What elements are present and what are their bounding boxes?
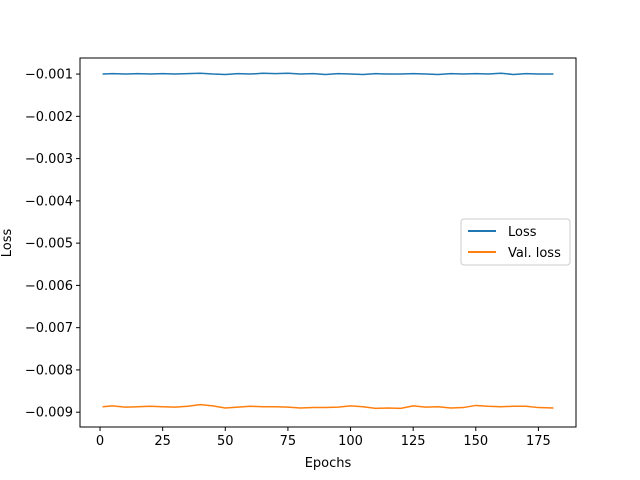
series-line-val-loss: [102, 403, 554, 410]
series-layer: [102, 72, 554, 410]
y-tick-label: −0.003: [25, 152, 73, 167]
y-axis-ticks: −0.001 −0.002 −0.003 −0.004 −0.005 −0.006 −0.0…: [25, 68, 80, 421]
y-tick-label: −0.008: [25, 363, 73, 378]
y-tick-label: −0.004: [25, 194, 73, 209]
x-axis-label: Epochs: [305, 456, 352, 471]
y-tick-label: −0.007: [25, 321, 73, 336]
x-tick-label: 0: [96, 434, 104, 449]
x-tick-label: 50: [217, 434, 234, 449]
x-tick-label: 175: [526, 434, 551, 449]
x-tick-label: 25: [154, 434, 171, 449]
y-tick-label: −0.005: [25, 237, 73, 252]
x-tick-label: 125: [401, 434, 426, 449]
y-tick-label: −0.002: [25, 110, 73, 125]
x-tick-label: 150: [463, 434, 488, 449]
legend: Loss Val. loss: [460, 218, 571, 266]
x-tick-label: 75: [280, 434, 297, 449]
y-axis-label: Loss: [0, 229, 15, 258]
x-axis-ticks: 0 25 50 75 100 125 150 175: [96, 427, 551, 449]
legend-label-loss: Loss: [508, 225, 537, 240]
y-tick-label: −0.009: [25, 406, 73, 421]
y-tick-label: −0.006: [25, 279, 73, 294]
y-tick-label: −0.001: [25, 68, 73, 83]
plot-frame: [79, 57, 577, 428]
series-line-loss: [102, 72, 554, 76]
legend-label-val-loss: Val. loss: [508, 246, 561, 261]
x-tick-label: 100: [338, 434, 363, 449]
